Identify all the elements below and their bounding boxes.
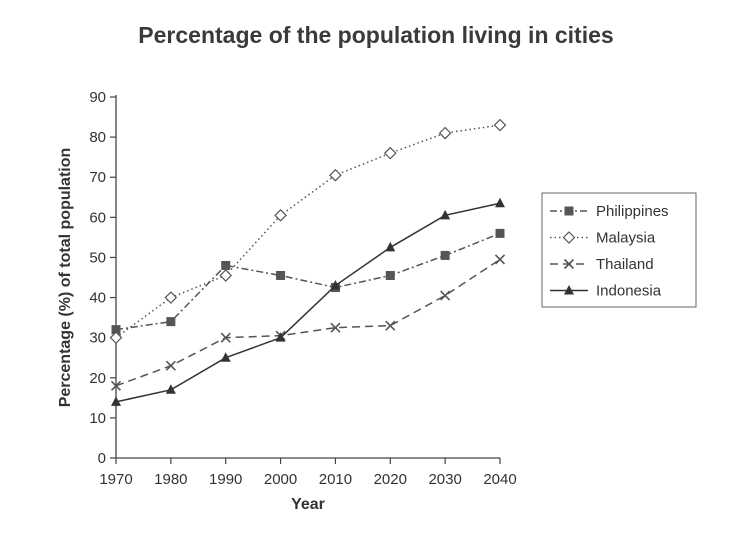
y-tick-label: 30 bbox=[89, 330, 106, 347]
x-tick-label: 1970 bbox=[99, 471, 132, 488]
x-tick-label: 2020 bbox=[374, 471, 407, 488]
legend-label-malaysia: Malaysia bbox=[596, 230, 656, 247]
data-point-thailand bbox=[110, 380, 122, 391]
data-point-thailand bbox=[220, 332, 231, 343]
data-point-thailand bbox=[330, 322, 341, 333]
x-tick-label: 1990 bbox=[209, 471, 242, 488]
data-point-philippines bbox=[495, 228, 505, 238]
legend-label-indonesia: Indonesia bbox=[596, 283, 662, 300]
x-tick-label: 2040 bbox=[483, 471, 516, 488]
x-tick-label: 1980 bbox=[154, 471, 187, 488]
data-point-philippines bbox=[440, 250, 450, 260]
series-line-philippines bbox=[115, 232, 501, 331]
x-tick-label: 2030 bbox=[428, 471, 461, 488]
data-point-indonesia bbox=[440, 209, 451, 220]
y-tick-label: 10 bbox=[89, 410, 106, 427]
legend-marker-indonesia bbox=[564, 285, 574, 295]
data-point-thailand bbox=[165, 360, 176, 371]
data-point-philippines bbox=[111, 325, 121, 335]
data-point-indonesia bbox=[275, 332, 286, 342]
data-point-philippines bbox=[221, 260, 231, 270]
y-axis-title: Percentage (%) of total population bbox=[57, 148, 74, 408]
y-tick-label: 20 bbox=[89, 370, 106, 387]
data-point-malaysia bbox=[219, 269, 233, 282]
data-point-malaysia bbox=[109, 331, 123, 345]
y-tick-label: 70 bbox=[89, 169, 106, 186]
data-point-malaysia bbox=[383, 146, 397, 160]
data-point-philippines bbox=[385, 270, 395, 280]
data-point-malaysia bbox=[329, 168, 342, 182]
x-tick-label: 2010 bbox=[319, 471, 352, 488]
data-point-indonesia bbox=[111, 396, 121, 406]
data-point-philippines bbox=[166, 317, 176, 327]
data-point-philippines bbox=[276, 270, 286, 280]
data-point-indonesia bbox=[165, 384, 176, 394]
data-point-indonesia bbox=[220, 352, 231, 362]
data-point-malaysia bbox=[438, 126, 452, 140]
y-tick-label: 80 bbox=[89, 129, 106, 146]
series-line-indonesia bbox=[115, 202, 501, 403]
data-point-thailand bbox=[494, 254, 506, 265]
legend-label-thailand: Thailand bbox=[596, 256, 654, 273]
y-tick-label: 60 bbox=[89, 209, 106, 226]
series-line-malaysia bbox=[115, 124, 501, 339]
data-point-indonesia bbox=[495, 197, 505, 208]
data-point-thailand bbox=[440, 290, 451, 301]
series-line-thailand bbox=[115, 258, 501, 387]
data-point-malaysia bbox=[274, 208, 287, 222]
y-tick-label: 90 bbox=[89, 89, 106, 106]
y-tick-label: 40 bbox=[89, 290, 106, 307]
legend-marker-thailand bbox=[563, 258, 575, 270]
legend-marker-malaysia bbox=[562, 231, 576, 244]
data-point-malaysia bbox=[493, 118, 507, 132]
legend-marker-philippines bbox=[564, 206, 574, 216]
data-point-thailand bbox=[385, 320, 396, 331]
x-axis-title: Year bbox=[291, 496, 325, 513]
legend-label-philippines: Philippines bbox=[596, 203, 669, 220]
chart-title: Percentage of the population living in c… bbox=[138, 22, 614, 48]
x-tick-label: 2000 bbox=[264, 471, 297, 488]
data-point-indonesia bbox=[330, 280, 341, 290]
data-point-malaysia bbox=[164, 291, 178, 304]
y-tick-label: 50 bbox=[89, 249, 106, 266]
data-point-indonesia bbox=[385, 241, 396, 252]
y-tick-label: 0 bbox=[98, 450, 106, 467]
